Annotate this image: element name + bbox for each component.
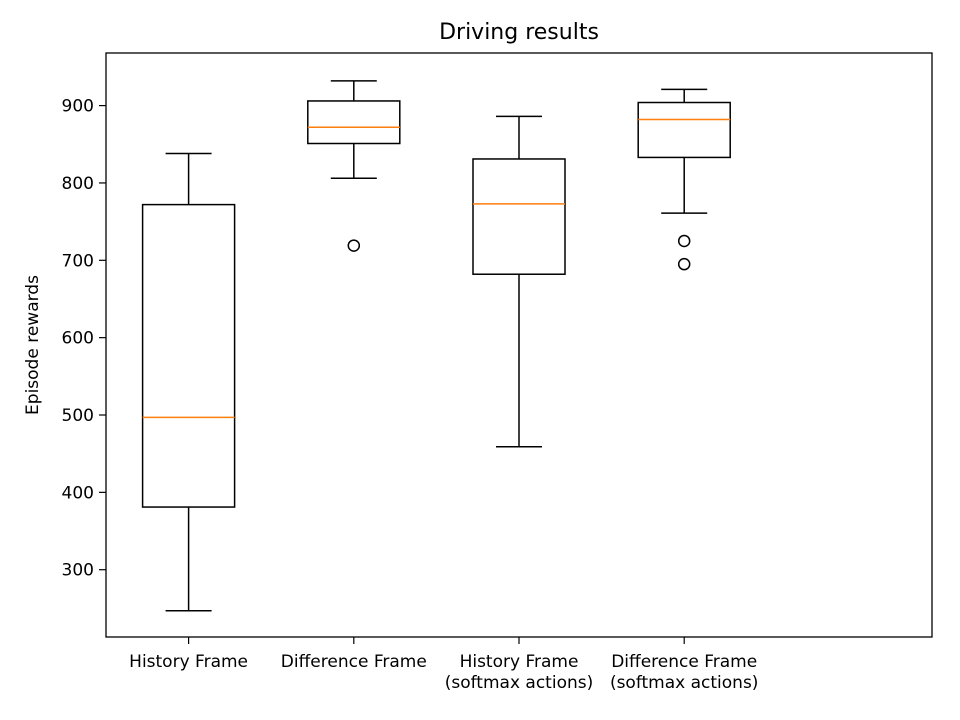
x-tick-label: Difference Frame: [611, 652, 757, 672]
x-tick-label: (softmax actions): [610, 673, 759, 693]
x-tick-label: History Frame: [129, 652, 248, 672]
outlier-point: [677, 234, 691, 248]
plot-area: 300 400 500 600 700 800 900 History Frame Differ…: [62, 52, 933, 693]
outlier-point: [677, 257, 691, 271]
box-group: [307, 80, 401, 252]
y-tick-label: 600: [62, 329, 94, 349]
outlier-point: [347, 239, 361, 252]
y-tick-label: 800: [62, 174, 94, 194]
y-tick-label: 300: [62, 561, 94, 581]
iqr-box: [637, 101, 731, 159]
iqr-box: [307, 100, 401, 145]
y-tick-label: 700: [62, 251, 94, 271]
iqr-box: [141, 203, 236, 508]
x-tick-label: (softmax actions): [445, 673, 594, 693]
y-axis-label: Episode rewards: [23, 275, 43, 415]
box-group: [472, 115, 566, 448]
y-tick-label: 500: [62, 406, 94, 426]
chart-title: Driving results: [439, 20, 599, 45]
x-tick-label: Difference Frame: [281, 652, 427, 672]
y-tick-label: 400: [62, 483, 94, 503]
y-tick-label: 900: [62, 97, 94, 117]
axes-frame: [105, 52, 933, 638]
box-group: [141, 152, 236, 612]
box-group: [637, 88, 731, 271]
iqr-box: [472, 158, 566, 275]
x-tick-label: History Frame: [460, 652, 579, 672]
